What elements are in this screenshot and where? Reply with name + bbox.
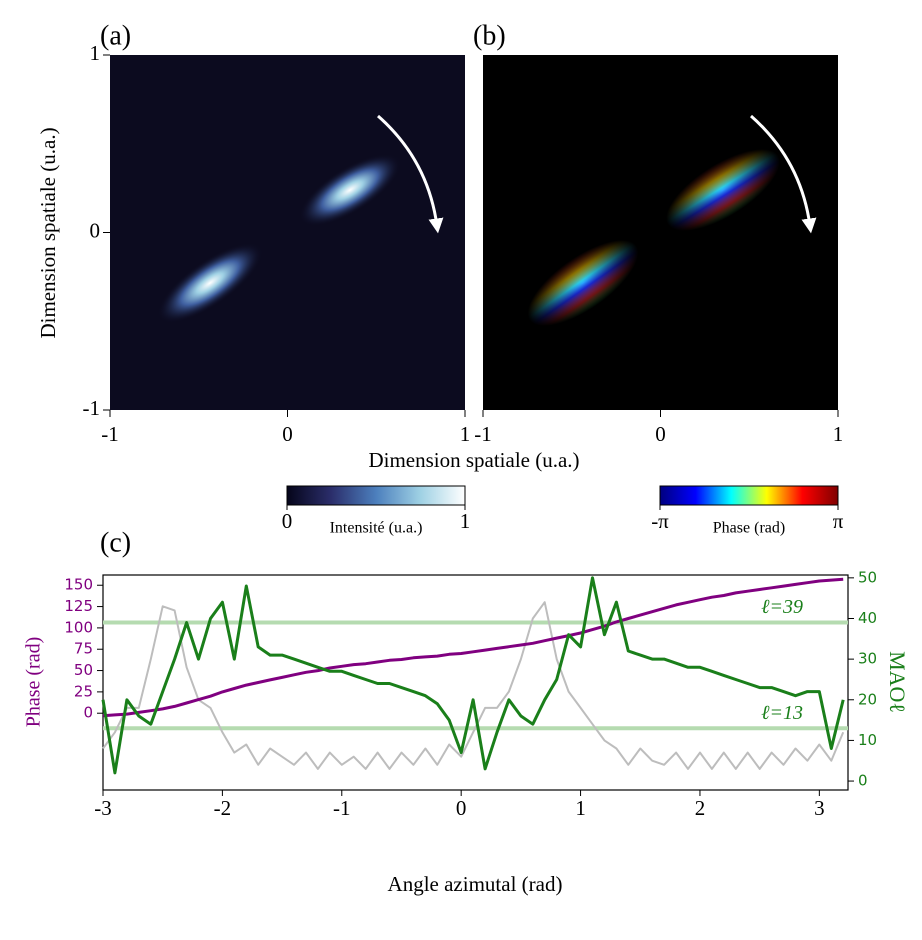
panel-label: (b) [473, 20, 506, 51]
series-line [102, 577, 844, 718]
x-tick-label: -2 [214, 796, 232, 820]
y-tick-label: 150 [64, 576, 93, 594]
x-tick-label: 1 [460, 422, 471, 446]
y-axis-label: Phase (rad) [23, 637, 45, 728]
y-tick-label: 25 [74, 682, 93, 700]
x-tick-label: 0 [282, 422, 293, 446]
x-tick-label: 3 [814, 796, 825, 820]
y2-tick-label: 40 [858, 609, 877, 627]
reference-label: ℓ=39 [761, 596, 803, 618]
x-tick-label: 1 [833, 422, 844, 446]
reference-label: ℓ=13 [761, 702, 803, 724]
y-tick-label: 0 [83, 704, 93, 722]
plot-frame [102, 574, 849, 791]
y-tick-label: 100 [64, 618, 93, 636]
y-tick-label: 50 [74, 661, 93, 679]
colorbar-tick-label: 1 [460, 509, 471, 533]
y-tick-label: 1 [90, 41, 101, 65]
colorbar-tick-label: π [833, 509, 844, 533]
y2-axis-label: MAOℓ [885, 651, 910, 713]
series-line [101, 576, 845, 775]
x-tick-label: -1 [474, 422, 492, 446]
y2-tick-label: 50 [858, 568, 877, 586]
panel-label: (a) [100, 20, 131, 51]
y-tick-label: 0 [90, 218, 101, 242]
image-a [110, 55, 465, 410]
colorbar-tick-label: 0 [282, 509, 293, 533]
colorbar [659, 485, 839, 506]
series-line [102, 601, 845, 770]
y-tick-label: 125 [64, 597, 93, 615]
x-axis-label: Angle azimutal (rad) [388, 872, 563, 896]
x-tick-label: 0 [456, 796, 467, 820]
x-tick-label: 1 [575, 796, 586, 820]
x-tick-label: 0 [655, 422, 666, 446]
y-tick-label: -1 [83, 396, 101, 420]
image-b [483, 55, 838, 410]
y2-tick-label: 30 [858, 650, 877, 668]
colorbar [286, 485, 466, 506]
y2-tick-label: 10 [858, 731, 877, 749]
y2-tick-label: 0 [858, 772, 868, 790]
colorbar-label: Phase (rad) [713, 520, 785, 537]
y2-tick-label: 20 [858, 690, 877, 708]
y-tick-label: 75 [74, 640, 93, 658]
x-tick-label: -1 [333, 796, 351, 820]
panel-label: (c) [100, 527, 131, 558]
y-axis-label: Dimension spatiale (u.a.) [36, 127, 60, 338]
x-axis-label: Dimension spatiale (u.a.) [368, 448, 579, 472]
colorbar-label: Intensité (u.a.) [330, 520, 423, 537]
x-tick-label: 2 [695, 796, 706, 820]
x-tick-label: -1 [101, 422, 119, 446]
colorbar-tick-label: -π [651, 509, 669, 533]
x-tick-label: -3 [94, 796, 112, 820]
